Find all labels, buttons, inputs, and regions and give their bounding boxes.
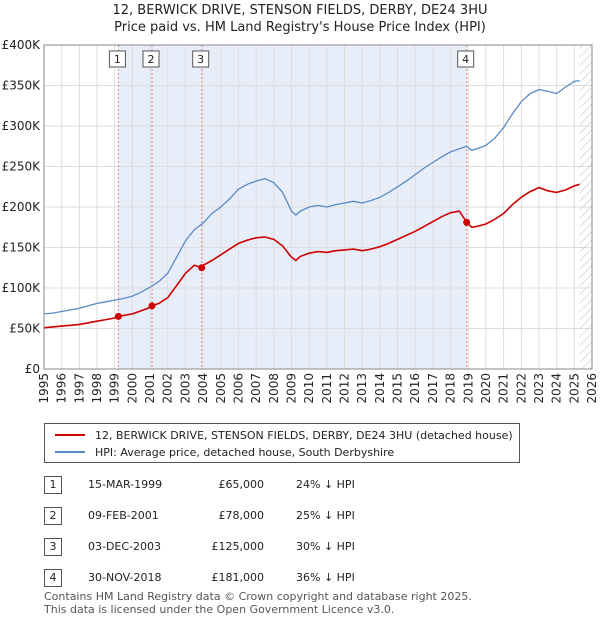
legend: 12, BERWICK DRIVE, STENSON FIELDS, DERBY… bbox=[44, 423, 520, 463]
sale-number-badge: 4 bbox=[44, 569, 62, 587]
legend-label-hpi: HPI: Average price, detached house, Sout… bbox=[95, 445, 395, 459]
footer: Contains HM Land Registry data © Crown c… bbox=[44, 590, 472, 616]
x-tick-label: 2017 bbox=[426, 373, 440, 404]
x-tick-label: 2018 bbox=[444, 373, 458, 404]
x-tick-label: 2022 bbox=[514, 373, 528, 404]
y-tick-label: £400K bbox=[2, 38, 42, 52]
x-tick-label: 1999 bbox=[108, 373, 122, 404]
x-tick-label: 2008 bbox=[267, 373, 281, 404]
sale-hpi-diff: 25% ↓ HPI bbox=[296, 509, 355, 522]
sale-price: £181,000 bbox=[211, 571, 265, 584]
x-tick-label: 2000 bbox=[125, 373, 139, 404]
sale-marker-label: 4 bbox=[462, 53, 469, 66]
chart-title: 12, BERWICK DRIVE, STENSON FIELDS, DERBY… bbox=[112, 3, 488, 18]
plot-border bbox=[43, 44, 593, 370]
sale-number-badge: 3 bbox=[44, 538, 62, 556]
x-tick-label: 2001 bbox=[143, 373, 157, 404]
x-tick-label: 2002 bbox=[161, 373, 175, 404]
x-tick-label: 2004 bbox=[196, 373, 210, 404]
x-tick-label: 2016 bbox=[408, 373, 422, 404]
y-tick-label: £250K bbox=[2, 160, 42, 174]
sale-date: 15-MAR-1999 bbox=[88, 478, 163, 491]
x-tick-label: 2021 bbox=[497, 373, 511, 404]
sale-marker-label: 2 bbox=[148, 53, 155, 66]
x-tick-label: 2023 bbox=[532, 373, 546, 404]
sale-marker-box bbox=[457, 50, 475, 68]
sale-hpi-diff: 30% ↓ HPI bbox=[296, 540, 355, 553]
price-chart: 1 2 3 4 £0 £50K £100K £150K £200K £250K £300K £350… bbox=[2, 38, 599, 404]
x-tick-label: 1996 bbox=[55, 373, 69, 404]
sale-price: £78,000 bbox=[218, 509, 265, 522]
sale-point bbox=[114, 312, 122, 320]
sale-row: 2 09-FEB-2001 £78,000 25% ↓ HPI bbox=[44, 507, 464, 525]
x-tick-label: 2007 bbox=[249, 373, 263, 404]
sale-date: 03-DEC-2003 bbox=[88, 540, 162, 553]
legend-item-hpi: HPI: Average price, detached house, Sout… bbox=[55, 444, 394, 460]
x-tick-label: 2009 bbox=[284, 373, 298, 404]
x-tick-label: 1997 bbox=[72, 373, 86, 404]
x-tick-label: 2005 bbox=[214, 373, 228, 404]
sale-marker-box bbox=[142, 50, 160, 68]
footer-licence: This data is licensed under the Open Gov… bbox=[44, 603, 395, 616]
x-tick-label: 2026 bbox=[585, 373, 599, 404]
sale-number-badge: 2 bbox=[44, 507, 62, 525]
x-tick-label: 2012 bbox=[338, 373, 352, 404]
property-price-line bbox=[43, 183, 580, 329]
sale-marker-label: 1 bbox=[114, 53, 121, 66]
sale-price: £65,000 bbox=[218, 478, 265, 491]
x-tick-label: 2013 bbox=[355, 373, 369, 404]
sale-row: 4 30-NOV-2018 £181,000 36% ↓ HPI bbox=[44, 569, 464, 587]
x-tick-label: 1998 bbox=[90, 373, 104, 404]
x-tick-label: 2006 bbox=[231, 373, 245, 404]
sale-point bbox=[198, 264, 206, 272]
y-tick-label: £50K bbox=[9, 322, 41, 336]
x-tick-label: 2003 bbox=[178, 373, 192, 404]
y-tick-label: £300K bbox=[2, 119, 42, 133]
x-tick-label: 1995 bbox=[37, 373, 51, 404]
x-tick-label: 2014 bbox=[373, 373, 387, 404]
x-tick-label: 2019 bbox=[461, 373, 475, 404]
sale-marker-box bbox=[108, 50, 126, 68]
x-tick-label: 2015 bbox=[391, 373, 405, 404]
sale-point bbox=[463, 218, 471, 226]
x-tick-label: 2020 bbox=[479, 373, 493, 404]
y-tick-label: £200K bbox=[2, 200, 42, 214]
sale-price: £125,000 bbox=[211, 540, 265, 553]
sale-number-badge: 1 bbox=[44, 476, 62, 494]
sale-date: 09-FEB-2001 bbox=[88, 509, 159, 522]
sale-marker-box bbox=[192, 50, 210, 68]
y-tick-label: £350K bbox=[2, 79, 42, 93]
sale-hpi-diff: 36% ↓ HPI bbox=[296, 571, 355, 584]
y-tick-label: £100K bbox=[2, 281, 42, 295]
hpi-line bbox=[43, 79, 580, 315]
forecast-hatch bbox=[579, 45, 592, 369]
sale-marker-label: 3 bbox=[197, 53, 204, 66]
footer-copyright: Contains HM Land Registry data © Crown c… bbox=[44, 590, 472, 603]
x-tick-label: 2024 bbox=[550, 373, 564, 404]
legend-swatch-hpi bbox=[55, 451, 85, 453]
x-tick-label: 2011 bbox=[320, 373, 334, 404]
sale-row: 3 03-DEC-2003 £125,000 30% ↓ HPI bbox=[44, 538, 464, 556]
chart-subtitle: Price paid vs. HM Land Registry's House … bbox=[114, 20, 486, 35]
legend-item-property: 12, BERWICK DRIVE, STENSON FIELDS, DERBY… bbox=[55, 427, 513, 443]
sale-row: 1 15-MAR-1999 £65,000 24% ↓ HPI bbox=[44, 476, 464, 494]
sale-hpi-diff: 24% ↓ HPI bbox=[296, 478, 355, 491]
x-tick-label: 2010 bbox=[302, 373, 316, 404]
sale-date: 30-NOV-2018 bbox=[88, 571, 162, 584]
x-tick-label: 2025 bbox=[567, 373, 581, 404]
y-tick-label: £150K bbox=[2, 241, 42, 255]
sale-point bbox=[148, 302, 156, 310]
legend-label-property: 12, BERWICK DRIVE, STENSON FIELDS, DERBY… bbox=[95, 428, 513, 442]
y-tick-label: £0 bbox=[25, 362, 40, 376]
legend-swatch-property bbox=[55, 434, 85, 436]
